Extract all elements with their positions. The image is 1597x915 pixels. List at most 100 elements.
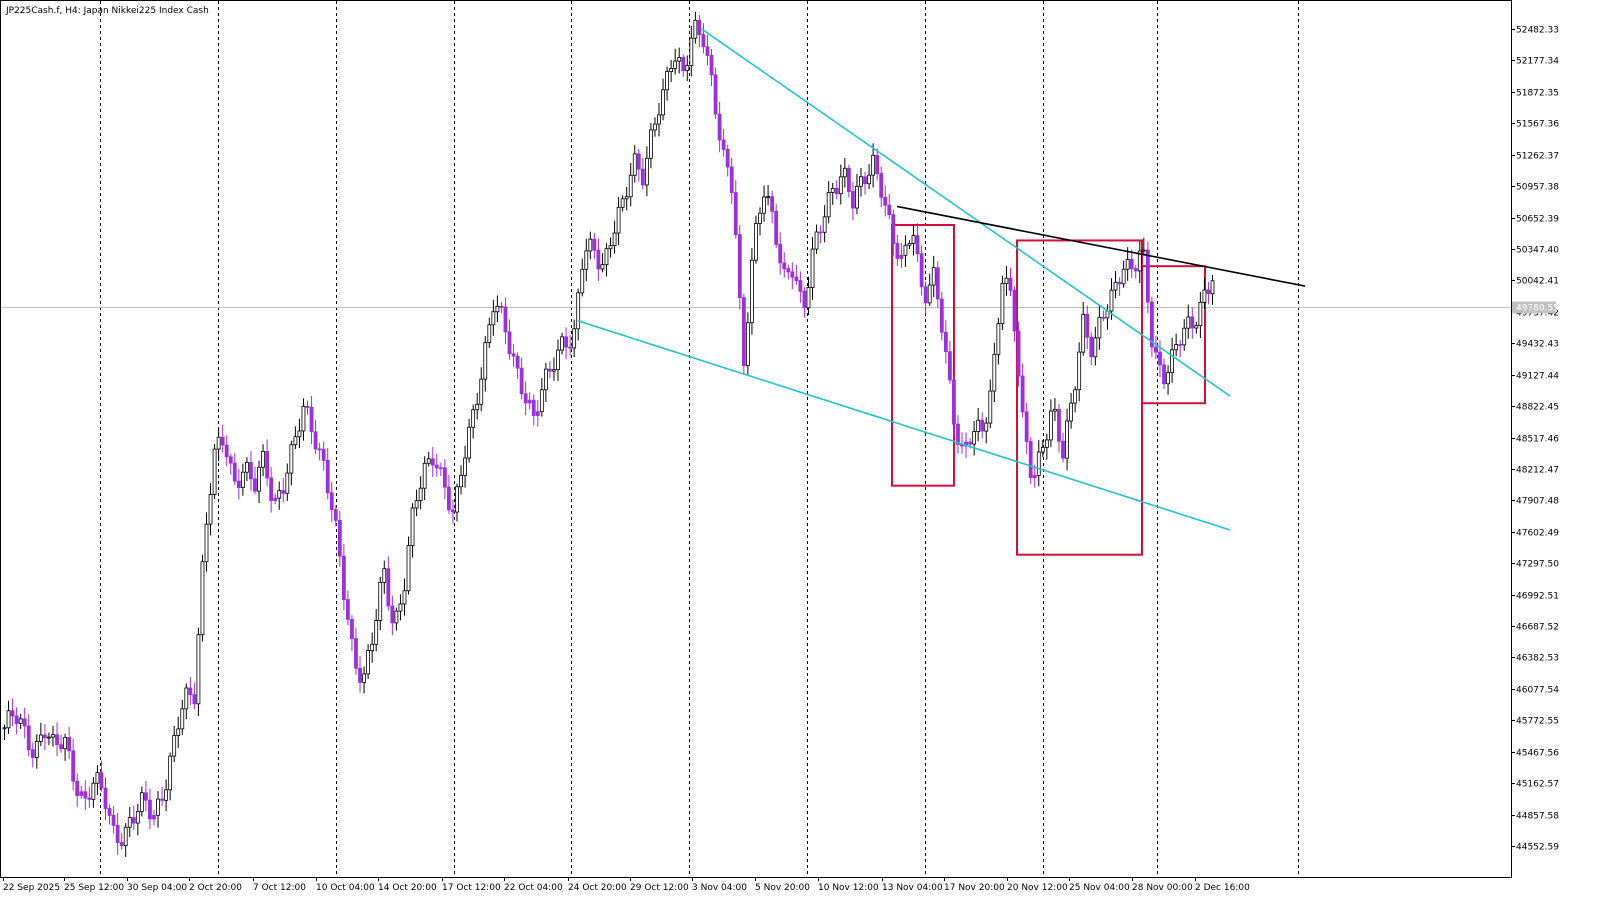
candle-body (1190, 316, 1195, 329)
candle-body (677, 57, 682, 62)
candle (556, 339, 560, 382)
time-axis[interactable]: 22 Sep 2025 25 Sep 12:00 30 Sep 04:00 2 Oct… (3, 877, 1250, 893)
candle (135, 803, 140, 836)
y-tick-label: 44552.59 (1516, 843, 1559, 853)
candle-body (721, 139, 726, 150)
candle-body (939, 298, 944, 333)
candle (471, 404, 476, 439)
candle (806, 276, 811, 315)
candle-body (846, 167, 851, 192)
candle (580, 258, 585, 297)
candle (1149, 296, 1154, 357)
candle-body (867, 174, 871, 185)
candle (822, 205, 827, 243)
candle-body (879, 173, 884, 198)
candle-body (176, 728, 181, 736)
candle (475, 393, 480, 420)
candle (103, 777, 108, 821)
candle (204, 512, 209, 572)
candle (281, 478, 286, 503)
candle-body (855, 185, 859, 209)
candle-body (301, 405, 306, 432)
candle (144, 781, 148, 812)
candle (802, 286, 807, 318)
candle-body (1004, 277, 1009, 284)
current-price-tag-bg (1512, 301, 1556, 314)
candle-body (584, 250, 589, 270)
candle-body (402, 590, 407, 605)
candle-body (374, 620, 379, 645)
candle (786, 264, 791, 280)
candle (891, 209, 896, 256)
candle-body (1028, 441, 1033, 478)
candle (34, 734, 39, 769)
candle-body (30, 749, 35, 758)
current-price-value: 49780.55 (1516, 304, 1559, 314)
candle (59, 735, 63, 753)
candle (883, 185, 888, 217)
candle (1186, 304, 1191, 339)
candle-body (390, 605, 395, 624)
candle-body (717, 113, 722, 141)
candle (903, 235, 908, 267)
candle-body (1202, 289, 1207, 303)
candle-body (184, 687, 189, 710)
candle (418, 476, 423, 510)
candle (6, 700, 11, 734)
candle-body (228, 456, 233, 464)
candle-body (713, 74, 718, 115)
candle-body (1000, 282, 1005, 325)
candle-body (224, 444, 229, 458)
candle-body (992, 353, 997, 392)
candle-body (67, 737, 72, 752)
candle (261, 444, 265, 476)
candle (863, 171, 867, 195)
candle (99, 760, 104, 792)
candle-body (1154, 346, 1158, 353)
candle (301, 398, 306, 441)
candle (1154, 335, 1158, 360)
candle (592, 232, 597, 259)
candle-body (495, 305, 500, 313)
candle (495, 295, 500, 323)
candle (1008, 267, 1013, 296)
candle (309, 395, 314, 445)
candle-body (895, 243, 900, 259)
candle-body (131, 817, 136, 824)
candle-body (430, 458, 435, 466)
candle (390, 595, 395, 636)
candle (152, 809, 156, 826)
candle-body (447, 486, 451, 511)
candle (1178, 340, 1183, 358)
candle-body (661, 89, 665, 116)
candle (750, 248, 754, 335)
candle (859, 168, 863, 197)
candle (127, 806, 132, 837)
candle-body (600, 264, 605, 270)
candle (285, 463, 290, 501)
candle (741, 293, 746, 374)
candle-body (1109, 289, 1114, 312)
candle-body (1097, 316, 1102, 339)
candle-body (487, 324, 492, 343)
candle-body (891, 214, 896, 244)
candle-body (624, 196, 629, 200)
candle-body (370, 643, 375, 651)
candle (184, 683, 189, 720)
candle (774, 203, 779, 248)
candle (576, 288, 581, 341)
candle (636, 149, 641, 182)
y-tick-label: 49432.43 (1516, 340, 1559, 350)
candle-body (766, 196, 770, 198)
candle (523, 381, 528, 416)
candle-body (249, 462, 253, 480)
candle (552, 357, 556, 381)
candle-body (968, 441, 972, 445)
candle (608, 237, 613, 258)
candle (196, 627, 201, 717)
candle-body (1040, 446, 1045, 453)
candle-body (810, 248, 815, 288)
x-tick-label: 10 Oct 04:00 (316, 883, 375, 893)
candle-body (253, 478, 257, 492)
